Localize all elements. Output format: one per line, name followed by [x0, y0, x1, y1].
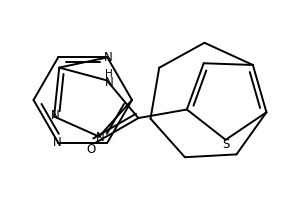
Text: N: N: [53, 136, 62, 149]
Text: N: N: [105, 76, 113, 89]
Text: O: O: [87, 143, 96, 156]
Text: N: N: [51, 109, 60, 122]
Text: S: S: [222, 138, 229, 151]
Text: H: H: [105, 69, 113, 79]
Text: N: N: [96, 131, 104, 144]
Text: N: N: [104, 51, 113, 64]
